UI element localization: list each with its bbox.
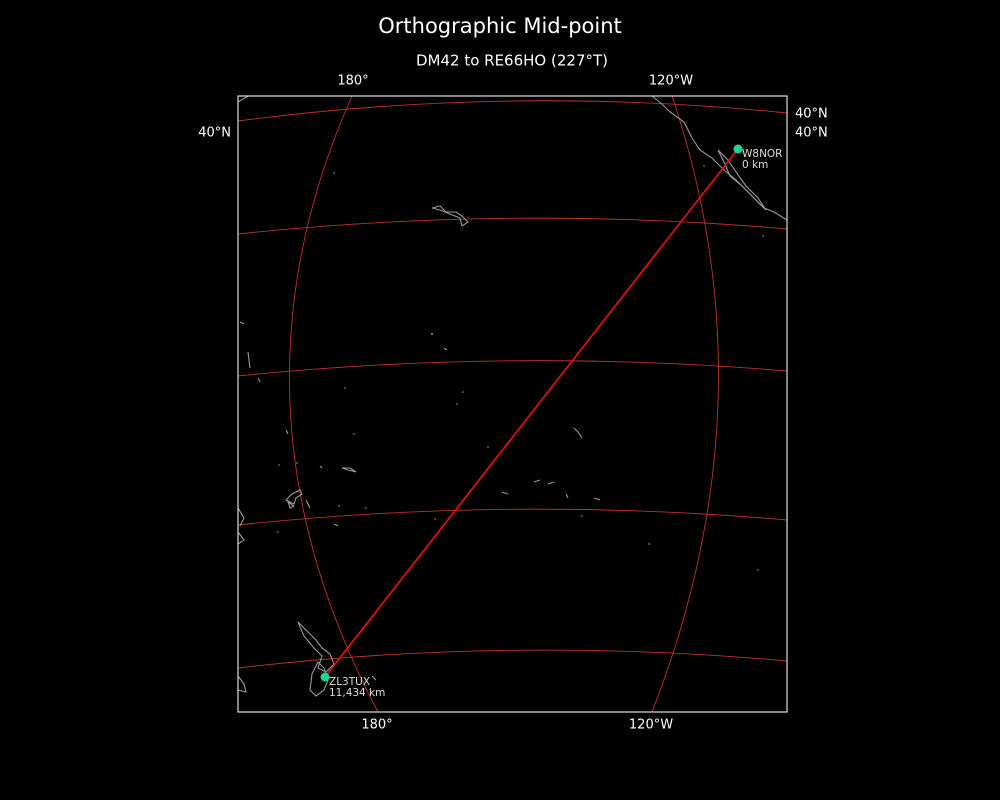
parallel (237, 508, 788, 526)
map-frame (237, 95, 788, 713)
parallel (237, 360, 788, 377)
parallel (237, 217, 788, 235)
station-distance: 0 km (742, 159, 768, 171)
parallel (237, 649, 788, 669)
coastline (285, 489, 303, 509)
coastline (717, 149, 767, 211)
subtitle: DM42 to RE66HO (227°T) (416, 52, 608, 70)
great-circle-path (324, 148, 739, 678)
small-islands (277, 165, 764, 571)
coastline (237, 507, 245, 545)
station-marker (320, 672, 330, 682)
station-distance: 11,434 km (329, 687, 385, 699)
station-marker (733, 144, 743, 154)
meridian (288, 95, 379, 713)
coastline (297, 621, 335, 673)
meridian (651, 95, 719, 713)
top-label: 180° (337, 74, 368, 89)
bottom-label: 120°W (629, 718, 673, 733)
title: Orthographic Mid-point (378, 14, 622, 38)
right-label: 40°N (795, 126, 828, 141)
coastline (237, 675, 247, 693)
parallel (237, 100, 788, 122)
left-label: 40°N (198, 126, 231, 141)
map-area: W8NOR 0 km ZL3TUX 11,434 km (237, 95, 788, 713)
station-call: W8NOR (742, 148, 782, 160)
right-label: 40°N (795, 107, 828, 122)
islands (239, 321, 601, 681)
coastline (431, 205, 469, 227)
coastline (309, 661, 329, 697)
top-label: 120°W (649, 74, 693, 89)
station-call: ZL3TUX (329, 676, 370, 688)
bottom-label: 180° (361, 718, 392, 733)
